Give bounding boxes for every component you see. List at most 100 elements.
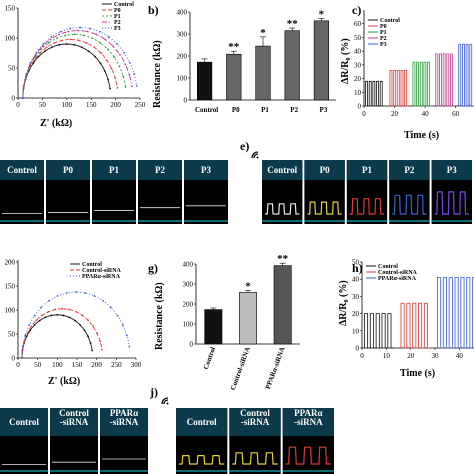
strip-header <box>262 160 303 180</box>
y-tick-label: 50 <box>352 259 360 267</box>
nyquist-curve <box>22 27 138 99</box>
nyquist-point <box>49 38 52 41</box>
nyquist-point <box>75 310 77 313</box>
category-label: Control <box>202 346 217 371</box>
x-tick-label: 30 <box>432 352 440 360</box>
nyquist-point <box>100 52 102 55</box>
y-tick-label: 30 <box>354 61 362 69</box>
legend-label: Control-siRNA <box>378 270 418 276</box>
nyquist-point <box>74 319 76 322</box>
nyquist-point <box>65 43 68 45</box>
nyquist-curve <box>21 314 93 359</box>
strip-header <box>431 160 472 180</box>
x-tick-label: 250 <box>135 101 146 109</box>
nyquist-point <box>77 39 80 42</box>
nyquist-point <box>56 37 58 40</box>
strip-header <box>100 408 148 436</box>
y-tick-label: 50 <box>8 331 16 339</box>
response-series <box>365 80 384 107</box>
nyquist-point <box>96 332 99 335</box>
nyquist-point <box>124 63 127 66</box>
x-tick-label: 10 <box>383 352 391 360</box>
nyquist-point <box>73 43 76 46</box>
y-tick-label: 10 <box>352 327 360 335</box>
nyquist-point <box>121 324 124 326</box>
nyquist-point <box>91 37 94 40</box>
strip-header-label: Control <box>187 417 217 427</box>
y-tick-label: 50 <box>8 65 16 73</box>
response-series <box>437 277 474 349</box>
significance-label: * <box>319 9 325 21</box>
y-tick-label: 400 <box>177 9 188 17</box>
y-tick-label: 60 <box>354 20 362 28</box>
y-tick-label: 40 <box>354 48 362 56</box>
nyquist-point <box>94 55 96 58</box>
nyquist-curve <box>22 39 118 99</box>
nyquist-point <box>122 75 125 78</box>
y-axis-label: ΔR/R₀ (%) <box>338 280 349 326</box>
x-tick-label: 40 <box>422 110 430 118</box>
y-tick-label: 200 <box>5 259 16 267</box>
pulse-trace <box>265 203 300 215</box>
y-tick-label: 150 <box>5 5 16 13</box>
nyquist-point <box>128 61 131 64</box>
significance-label: ** <box>287 18 299 30</box>
nyquist-point <box>128 345 131 348</box>
y-tick-label: 100 <box>177 75 188 83</box>
nyquist-point <box>56 313 59 316</box>
nyquist-point <box>116 86 119 89</box>
pulse-trace <box>392 194 427 215</box>
strip-header <box>176 408 228 436</box>
nyquist-point <box>91 349 94 352</box>
nyquist-point <box>107 78 109 81</box>
y-tick-label: 300 <box>177 31 188 39</box>
nyquist-curve <box>22 33 127 99</box>
category-label: Control-siRNA <box>229 346 252 391</box>
nyquist-point <box>23 340 26 343</box>
strip-header <box>92 160 136 180</box>
nyquist-point <box>40 48 43 51</box>
x-tick-label: 40 <box>456 352 464 360</box>
y-tick-label: 0 <box>358 103 362 111</box>
nyquist-point <box>30 325 33 328</box>
nyquist-point <box>68 308 71 311</box>
strip-header-label: -siRNA <box>294 417 323 427</box>
x-tick-label: 0 <box>360 352 364 360</box>
panel-letter-c: c) <box>352 3 361 17</box>
nyquist-point <box>33 314 36 317</box>
nyquist-point <box>65 292 68 294</box>
y-tick-label: 0 <box>190 341 194 349</box>
x-tick-label: 0 <box>16 361 20 369</box>
panel-e-pulse-strip: e) Control P0 P1 P2 P3 <box>240 139 472 224</box>
nyquist-point <box>69 27 72 30</box>
significance-label: ** <box>228 41 240 53</box>
y-tick-label: 40 <box>352 276 360 284</box>
strip-header <box>0 408 48 436</box>
nyquist-point <box>29 61 32 64</box>
nyquist-point <box>112 45 114 48</box>
x-tick-label: 150 <box>72 361 83 369</box>
nyquist-point <box>26 332 29 335</box>
nyquist-point <box>38 52 41 55</box>
nyquist-point <box>87 50 90 53</box>
nyquist-point <box>41 314 43 317</box>
nyquist-point <box>93 295 96 297</box>
y-axis-label: Resistance (kΩ) <box>154 282 165 350</box>
nyquist-point <box>116 43 118 45</box>
strip-header-label: P1 <box>109 165 119 175</box>
response-series <box>400 302 431 349</box>
nyquist-point <box>102 299 104 302</box>
nyquist-point <box>124 86 127 88</box>
nyquist-point <box>25 72 28 75</box>
bar <box>204 309 223 345</box>
y-tick-label: 0 <box>12 95 16 103</box>
nyquist-point <box>92 325 95 328</box>
nyquist-point <box>22 84 25 87</box>
nyquist-point <box>35 319 38 322</box>
y-tick-label: 20 <box>352 310 360 318</box>
x-axis-label: Time (s) <box>404 130 439 141</box>
strip-header-label: Control <box>59 408 89 418</box>
y-tick-label: 400 <box>183 261 194 269</box>
